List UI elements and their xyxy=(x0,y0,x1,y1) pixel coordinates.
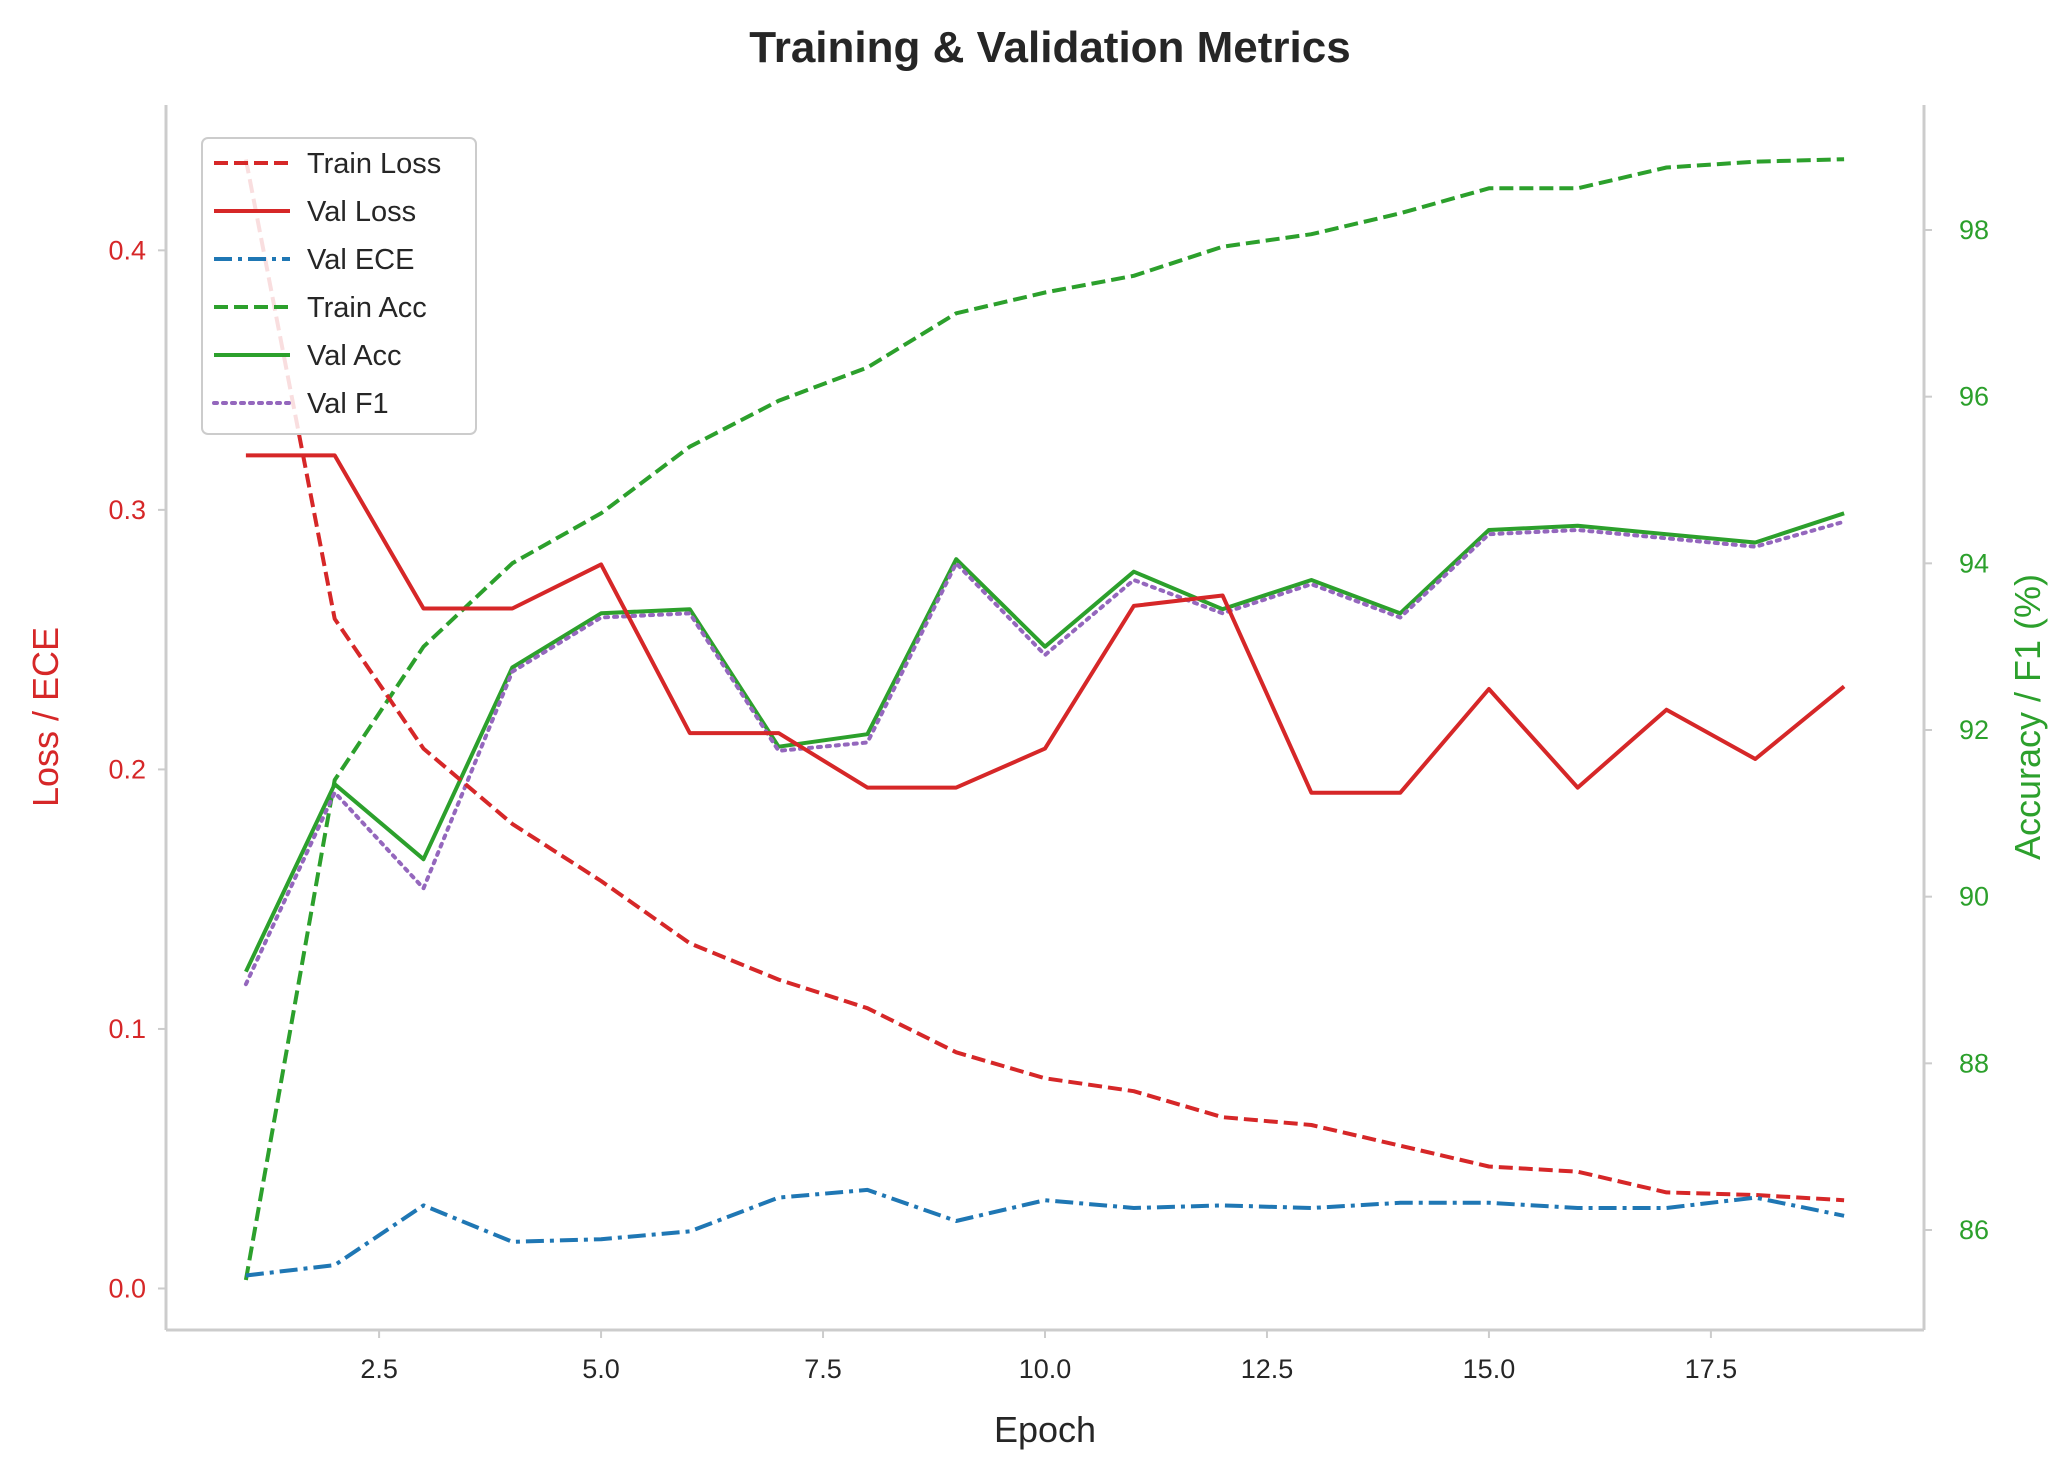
x-tick-label: 10.0 xyxy=(1019,1354,1072,1384)
legend-label-val-ece: Val ECE xyxy=(307,244,414,276)
legend-label-val-acc: Val Acc xyxy=(307,340,402,372)
x-tick-label: 15.0 xyxy=(1463,1354,1516,1384)
y-left-tick-label: 0.2 xyxy=(108,754,146,784)
y-right-tick-label: 98 xyxy=(1959,215,1989,245)
x-tick-label: 7.5 xyxy=(804,1354,842,1384)
series-layer xyxy=(243,157,1847,1281)
legend-label-val-loss: Val Loss xyxy=(307,196,416,228)
series-line-train-acc xyxy=(243,157,1845,1281)
y-left-ticks: 0.0 0.1 0.2 0.3 0.4 xyxy=(108,235,166,1303)
x-ticks: 2.5 5.0 7.5 10.0 12.5 15.0 17.5 xyxy=(360,1330,1737,1384)
y-right-tick-label: 92 xyxy=(1959,715,1989,745)
y-right-tick-label: 94 xyxy=(1959,548,1989,578)
chart-title: Training & Validation Metrics xyxy=(749,23,1350,72)
series-line-val-ece xyxy=(245,1187,1845,1278)
legend: Train Loss Val Loss Val ECE Train Acc Val Ac… xyxy=(201,137,477,435)
series-line-val-acc xyxy=(244,511,1845,973)
series-line-train-loss xyxy=(243,159,1845,1203)
y-right-axis-label: Accuracy / F1 (%) xyxy=(2007,574,2048,860)
x-tick-label: 5.0 xyxy=(582,1354,620,1384)
x-tick-label: 17.5 xyxy=(1685,1354,1738,1384)
y-left-axis-label: Loss / ECE xyxy=(25,627,66,807)
y-right-tick-label: 88 xyxy=(1959,1048,1989,1078)
legend-label-train-loss: Train Loss xyxy=(307,148,441,180)
y-left-tick-label: 0.0 xyxy=(108,1273,146,1303)
y-right-tick-label: 86 xyxy=(1959,1215,1989,1245)
x-tick-label: 12.5 xyxy=(1241,1354,1294,1384)
x-axis-label: Epoch xyxy=(994,1409,1096,1450)
y-left-tick-label: 0.3 xyxy=(108,495,146,525)
y-right-ticks: 86 88 90 92 94 96 98 xyxy=(1924,215,1989,1245)
legend-label-train-acc: Train Acc xyxy=(307,292,427,324)
y-left-tick-label: 0.1 xyxy=(108,1014,146,1044)
y-right-tick-label: 96 xyxy=(1959,382,1989,412)
series-line-val-loss xyxy=(245,453,1846,795)
y-right-tick-label: 90 xyxy=(1959,882,1989,912)
series-line-val-f1 xyxy=(243,519,1847,987)
y-left-tick-label: 0.4 xyxy=(108,235,146,265)
legend-label-val-f1: Val F1 xyxy=(307,388,389,420)
x-tick-label: 2.5 xyxy=(360,1354,398,1384)
